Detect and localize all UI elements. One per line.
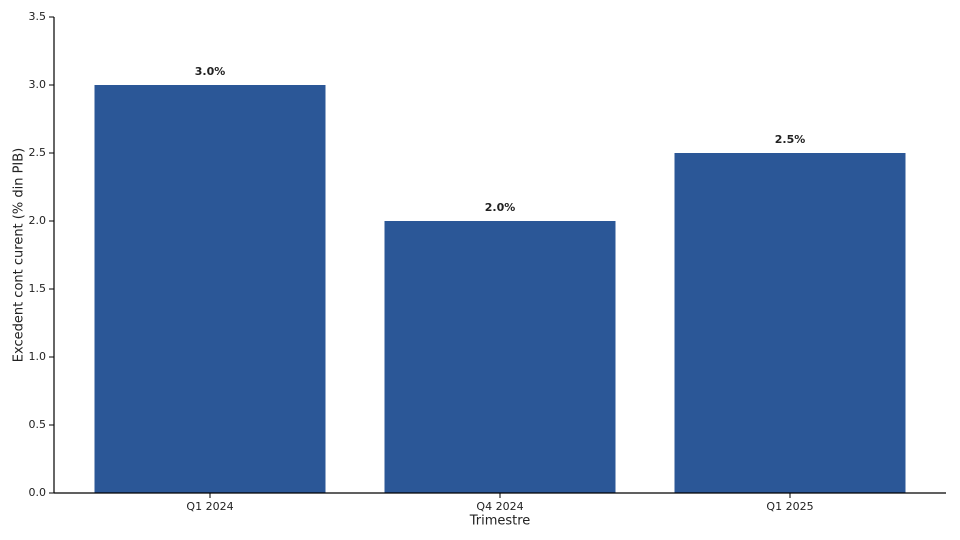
- value-label: 3.0%: [195, 65, 226, 78]
- y-tick-label: 2.0: [29, 214, 47, 227]
- y-tick-label: 3.0: [29, 78, 47, 91]
- x-tick-label: Q4 2024: [476, 500, 523, 513]
- y-tick-label: 1.0: [29, 350, 47, 363]
- x-tick-label: Q1 2024: [186, 500, 233, 513]
- value-label: 2.0%: [485, 201, 516, 214]
- x-tick-label: Q1 2025: [766, 500, 813, 513]
- y-axis-label: Excedent cont curent (% din PIB): [12, 148, 27, 362]
- bar: [94, 85, 326, 493]
- bar: [384, 221, 616, 493]
- y-tick-label: 0.0: [29, 486, 47, 499]
- bar: [674, 153, 906, 493]
- y-tick-label: 1.5: [29, 282, 47, 295]
- y-tick-label: 0.5: [29, 418, 47, 431]
- y-tick-label: 2.5: [29, 146, 47, 159]
- x-axis-label: Trimestre: [469, 514, 531, 529]
- value-label: 2.5%: [775, 133, 806, 146]
- y-tick-label: 3.5: [29, 10, 47, 23]
